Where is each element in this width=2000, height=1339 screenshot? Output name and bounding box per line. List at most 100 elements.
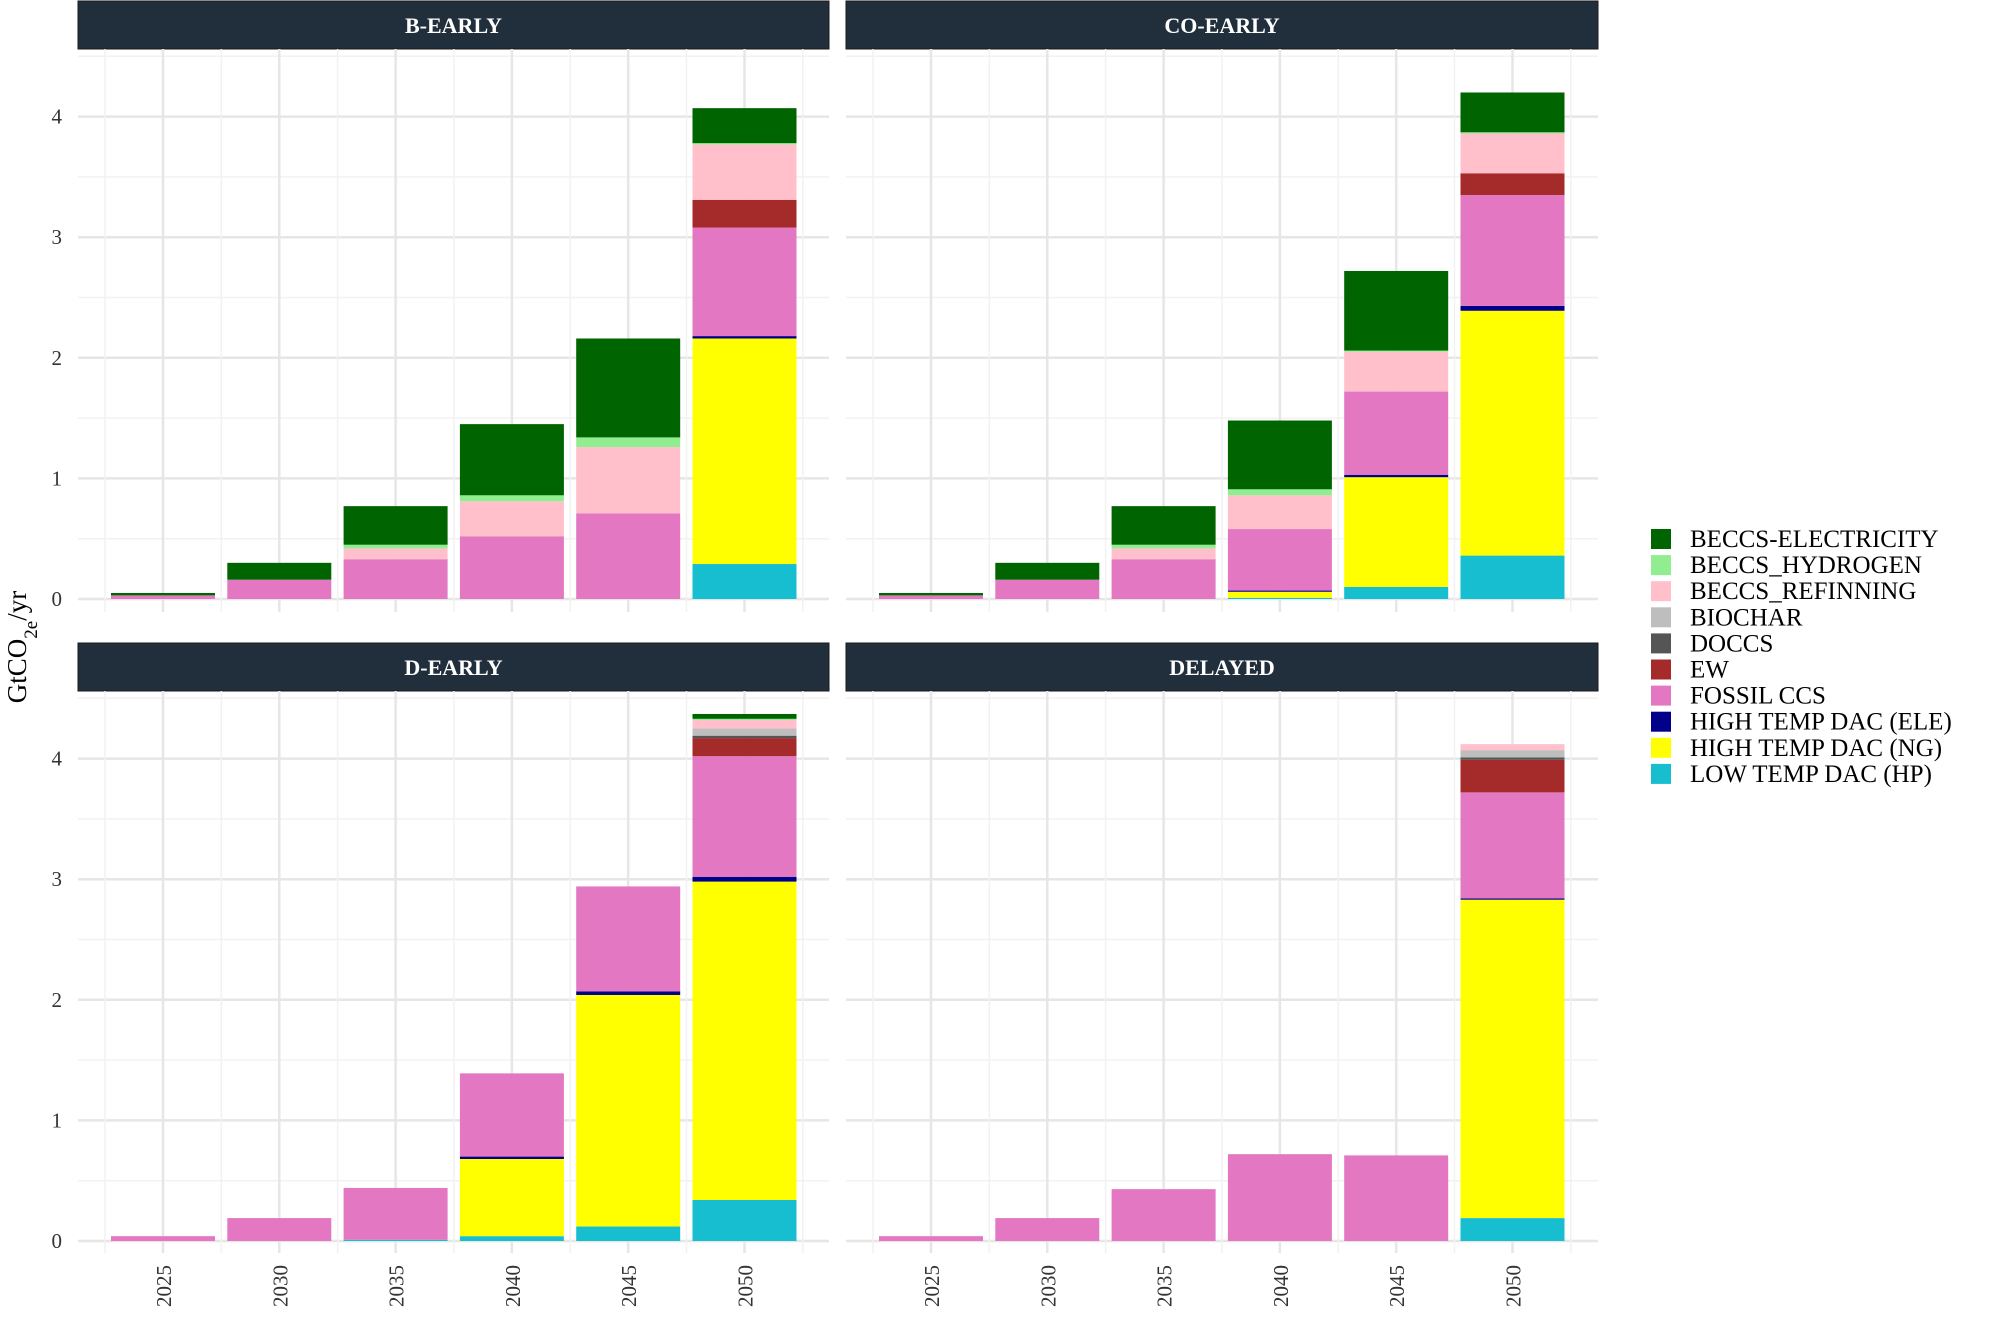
bar-segment-fossil-ccs [1111,559,1216,599]
bar-segment-high-temp-dac-ele [692,336,797,339]
bar-segment-beccs-hydrogen [1111,544,1216,549]
legend-swatch [1651,711,1671,732]
bar-segment-biochar [1460,750,1565,758]
bar-segment-low-temp-dac-hp [343,1239,448,1241]
x-tick-label: 2025 [152,1265,176,1307]
bar-segment-beccs-hydrogen [692,718,797,721]
x-tick-label: 2050 [734,1265,758,1307]
bar-stack-2045 [576,338,681,599]
bar-segment-high-temp-dac-ng [1460,310,1565,556]
x-tick-label: 2030 [1036,1265,1060,1307]
legend-label: FOSSIL CCS [1690,683,1826,710]
bar-segment-fossil-ccs [1460,792,1565,899]
bar-segment-fossil-ccs [692,227,797,337]
bar-segment-beccs-electricity [1344,270,1449,351]
panel-title: CO-EARLY [1164,13,1279,38]
y-tick-label: 3 [52,867,63,891]
bar-segment-fossil-ccs [576,513,681,599]
bar-segment-ew [692,199,797,228]
bar-segment-high-temp-dac-ele [1460,898,1565,900]
panel-title: DELAYED [1169,655,1275,680]
panel-title: B-EARLY [405,13,502,38]
legend-label: DOCCS [1690,630,1773,657]
legend-item-ew: EW [1651,657,1729,684]
panels-group: B-EARLY 0 1 2 3 4 CO-EARLY D-EARLY 0 1 2 3 4 2025 2030… [52,0,1599,1307]
bar-segment-beccs-electricity [995,562,1100,580]
panel-d-early: D-EARLY 0 1 2 3 4 2025 2030 2035 2040 2045 2050 [52,642,830,1307]
bar-segment-beccs-refinning [1111,548,1216,560]
legend-swatch [1651,685,1671,706]
bar-stack-2030 [227,1218,332,1241]
bar-segment-beccs-hydrogen [1460,132,1565,134]
bar-segment-beccs-refinning [692,720,797,729]
bar-segment-beccs-electricity [1460,92,1565,133]
legend-label: BECCS-ELECTRICITY [1690,526,1939,553]
bar-stack-2050 [692,713,797,1241]
legend-swatch [1651,581,1671,602]
bar-segment-fossil-ccs [459,536,564,599]
bar-stack-2035 [343,506,448,599]
bar-segment-fossil-ccs [1227,1154,1332,1241]
legend-swatch [1651,737,1671,758]
legend-label: BECCS_REFINNING [1690,578,1916,605]
bar-segment-beccs-hydrogen [1344,350,1449,352]
bar-segment-high-temp-dac-ele [1344,474,1449,478]
bar-segment-doccs [1460,757,1565,760]
bar-segment-beccs-electricity [111,592,215,596]
bar-segment-beccs-refinning [692,144,797,200]
bar-segment-beccs-electricity [692,108,797,144]
panel-co-early: CO-EARLY [845,0,1599,612]
bar-stack-2035 [1111,1189,1216,1241]
bar-segment-high-temp-dac-ng [1227,591,1332,598]
legend-swatch [1651,659,1671,680]
bar-stack-2025 [111,1236,215,1241]
bar-stack-2035 [1111,506,1216,599]
bar-segment-fossil-ccs [111,595,215,599]
legend-item-biochar: BIOCHAR [1651,604,1803,631]
bar-segment-fossil-ccs [1344,1155,1449,1241]
legend-label: HIGH TEMP DAC (NG) [1690,735,1942,762]
y-axis-label-subscript: 2e [21,621,42,639]
bar-segment-beccs-refinning [576,447,681,514]
bar-segment-fossil-ccs [879,1236,983,1241]
bar-segment-fossil-ccs [227,579,332,599]
legend-label: BECCS_HYDROGEN [1690,552,1922,579]
bar-segment-high-temp-dac-ele [576,991,681,995]
bar-segment-fossil-ccs [692,756,797,877]
bar-segment-low-temp-dac-hp [692,1199,797,1241]
bar-segment-ew [692,738,797,757]
y-tick-label: 4 [52,105,63,129]
legend-label: EW [1690,657,1729,684]
bar-segment-low-temp-dac-hp [1344,586,1449,599]
panel-strip [845,642,1599,692]
bar-segment-beccs-hydrogen [692,143,797,145]
legend-label: BIOCHAR [1690,604,1803,631]
bar-segment-beccs-electricity [879,592,983,596]
bar-segment-high-temp-dac-ng [692,881,797,1200]
bar-stack-2045 [1344,270,1449,599]
bar-segment-beccs-refinning [1227,495,1332,530]
bar-segment-low-temp-dac-hp [459,1236,564,1241]
bar-segment-high-temp-dac-ng [1344,477,1449,587]
bar-stack-2030 [227,562,332,599]
y-axis-label-main: GtCO [2,639,32,704]
bar-segment-beccs-electricity [576,338,681,438]
y-tick-label: 0 [52,1229,63,1253]
bar-segment-beccs-electricity [1111,506,1216,545]
bar-stack-2050 [692,108,797,599]
y-tick-label: 1 [52,1108,63,1132]
legend-swatch [1651,633,1671,654]
x-tick-label: 2045 [1385,1265,1409,1307]
bar-stack-2025 [879,592,983,599]
bar-stack-2050 [1460,92,1565,599]
x-tick-label: 2030 [268,1265,292,1307]
bar-segment-high-temp-dac-ele [1227,590,1332,592]
bar-segment-high-temp-dac-ele [1460,305,1565,311]
bar-segment-beccs-electricity [343,506,448,545]
x-tick-label: 2045 [617,1265,641,1307]
y-tick-label: 1 [52,466,63,490]
legend-label: LOW TEMP DAC (HP) [1690,761,1932,788]
bar-stack-2040 [1227,420,1332,599]
bar-segment-fossil-ccs [459,1073,564,1157]
